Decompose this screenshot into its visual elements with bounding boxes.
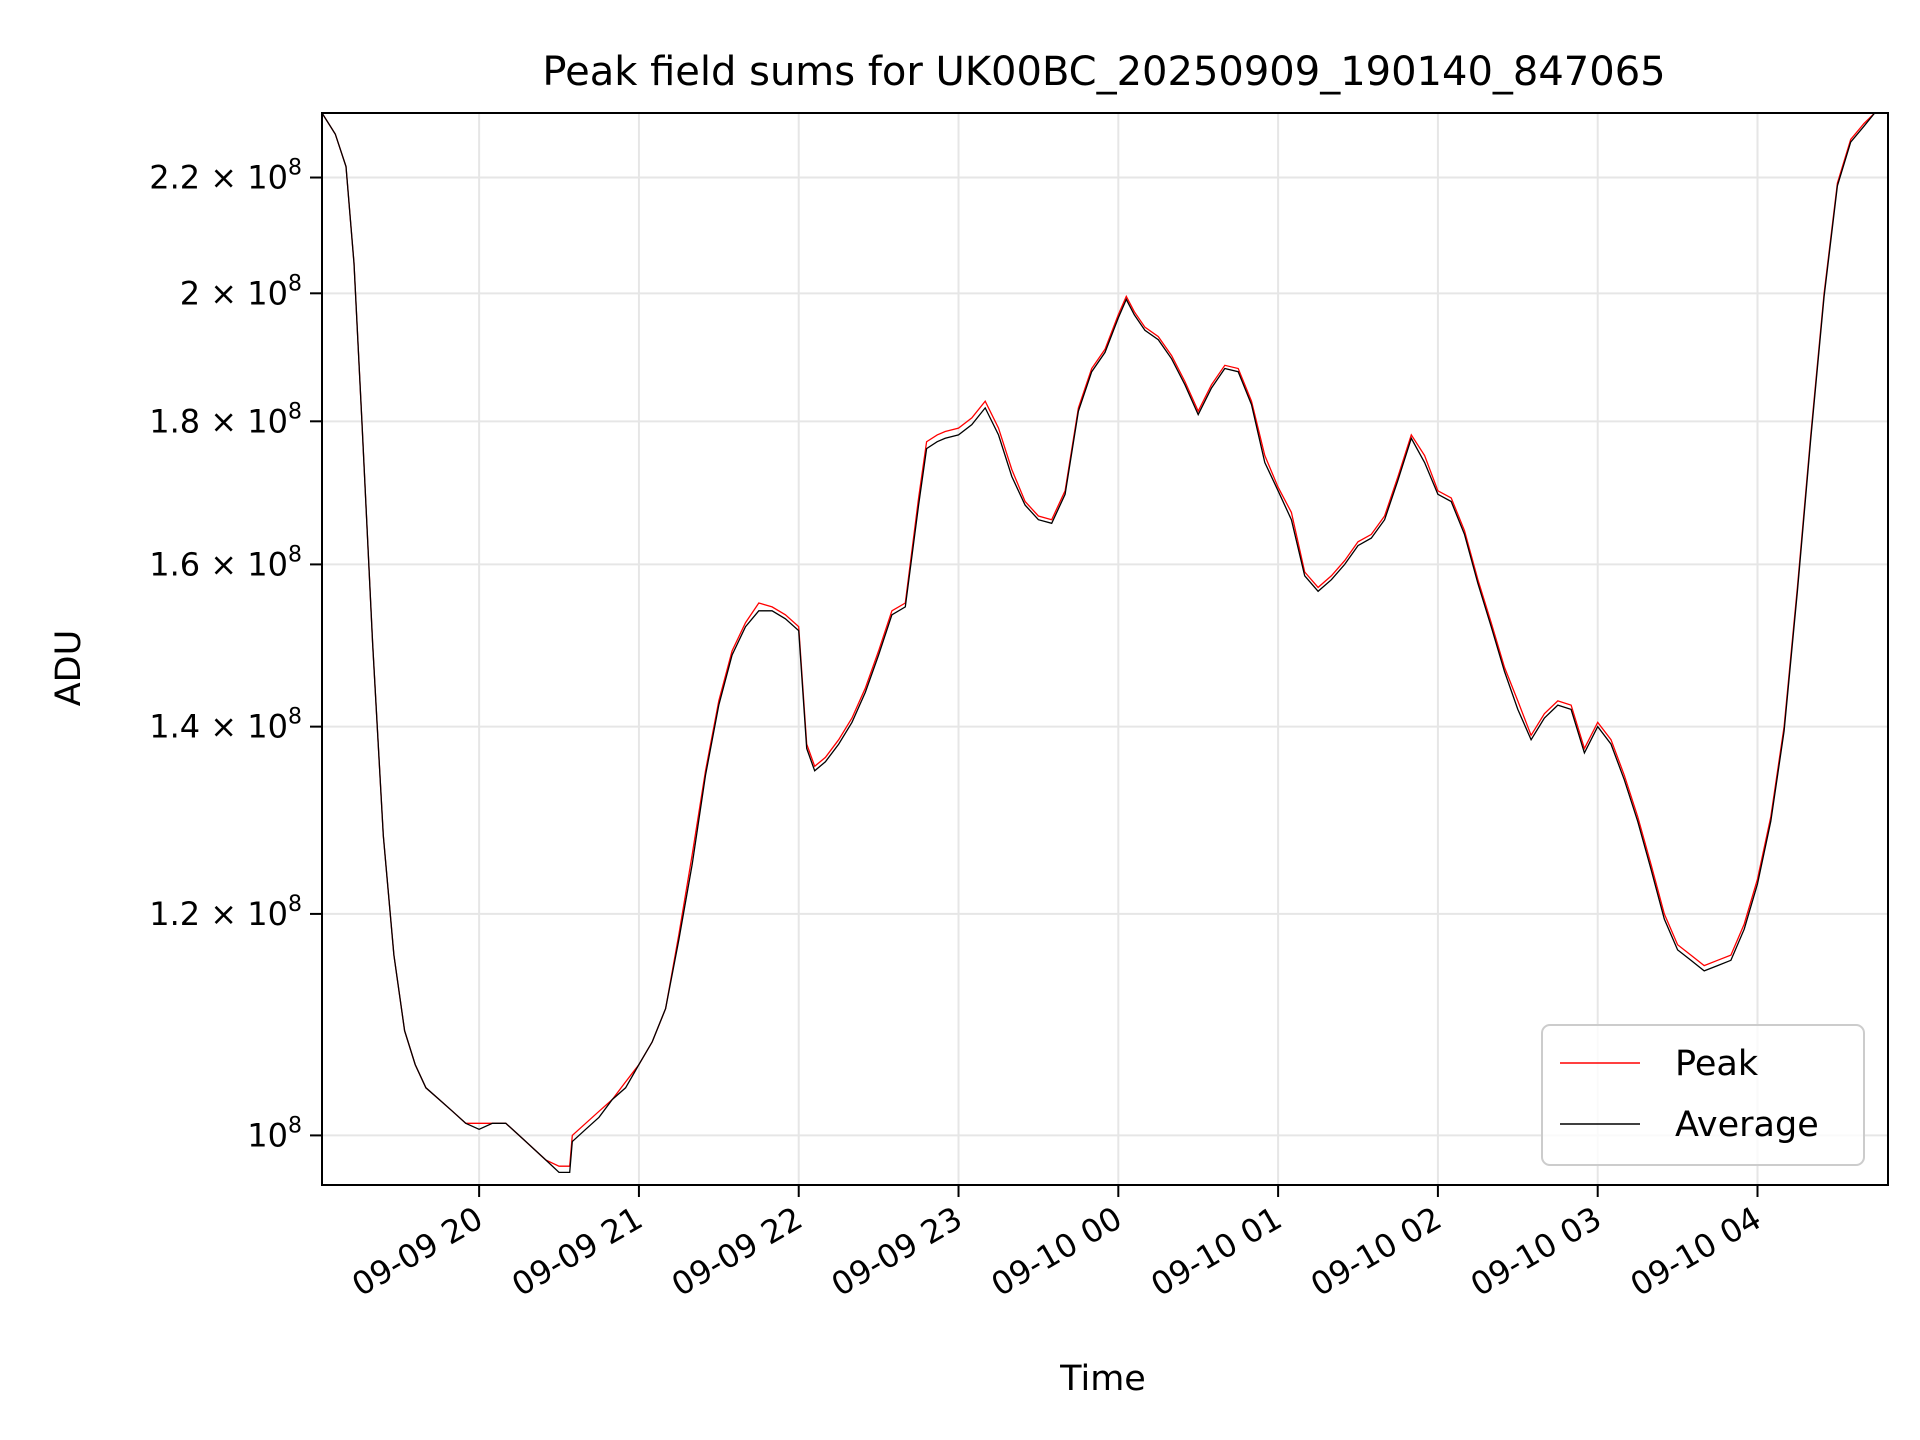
legend: Peak Average	[1541, 1024, 1865, 1166]
y-tick-exponent: 8	[288, 892, 302, 917]
y-tick-exponent: 8	[288, 156, 302, 181]
y-tick-exponent: 8	[288, 271, 302, 296]
legend-box	[1541, 1024, 1865, 1166]
y-tick-label: 1.6 × 108	[149, 542, 302, 583]
y-tick-mantissa: 1.4	[149, 708, 200, 746]
y-tick-label: 1.8 × 108	[149, 399, 302, 440]
y-tick-mantissa: 1.8	[149, 402, 200, 440]
chart-title: Peak field sums for UK00BC_20250909_1901…	[542, 49, 1665, 95]
y-tick-exponent: 8	[288, 399, 302, 424]
legend-label-peak: Peak	[1675, 1044, 1759, 1084]
y-tick-label: 1.4 × 108	[149, 705, 302, 746]
plot-area	[322, 113, 1888, 1185]
series-line-average	[322, 113, 1876, 1174]
x-axis-label: Time	[1059, 1359, 1146, 1399]
y-tick-exponent: 8	[288, 1113, 302, 1138]
y-tick-mantissa: 1.6	[149, 545, 200, 583]
y-tick-label: 1.2 × 108	[149, 892, 302, 933]
y-tick-mantissa: 2.2	[149, 159, 200, 197]
y-tick-exponent: 8	[288, 705, 302, 730]
y-tick-exponent: 8	[288, 542, 302, 567]
y-tick-label: 2.2 × 108	[149, 156, 302, 197]
y-tick-label: 2 × 108	[180, 271, 302, 312]
plot-frame	[321, 112, 1889, 1186]
grid-lines	[322, 113, 1888, 1185]
y-tick-mantissa: 2	[180, 274, 200, 312]
y-axis-label: ADU	[49, 630, 89, 707]
legend-label-average: Average	[1675, 1105, 1819, 1145]
y-tick-mantissa: 1.2	[149, 895, 200, 933]
